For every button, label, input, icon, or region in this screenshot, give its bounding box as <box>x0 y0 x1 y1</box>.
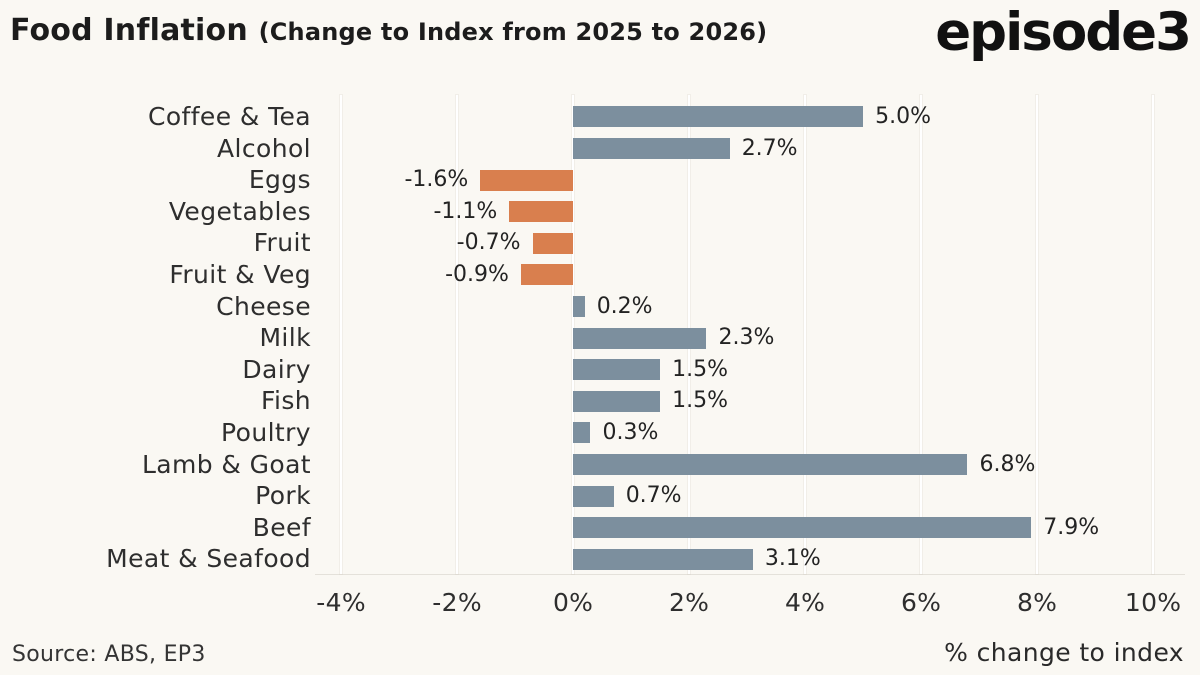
x-tick-label: 4% <box>784 588 826 617</box>
bar-value-label: 7.9% <box>1043 514 1100 540</box>
bar-fruit-veg <box>520 264 574 286</box>
bar-value-label: 5.0% <box>875 104 931 129</box>
chart-title-sub: (Change to Index from 2025 to 2026) <box>258 18 768 46</box>
bar-value-label: 3.1% <box>764 546 821 572</box>
bar-value-label: 0.2% <box>596 293 653 319</box>
bar-beef <box>573 517 1032 539</box>
bar-value-label: 1.5% <box>672 356 728 382</box>
plot-area: 5.0% 2.7% -1.6% -1.1% -0.7% -0.9% 0.2% 2.3% 1.5%… <box>315 95 1185 575</box>
bar-cheese <box>573 295 585 317</box>
bar-value-label: 2.3% <box>718 325 775 351</box>
x-tick-label: 0% <box>552 588 594 617</box>
bar-value-label: 0.3% <box>602 420 659 445</box>
bar-value-label: 0.7% <box>625 483 682 509</box>
source-note: Source: ABS, EP3 <box>12 642 206 667</box>
category-label: Milk <box>259 323 311 353</box>
category-label: Beef <box>252 512 311 542</box>
category-label: Vegetables <box>168 196 311 226</box>
category-label: Fish <box>261 386 311 416</box>
x-axis-title: % change to index <box>944 638 1184 667</box>
x-tick-label: 10% <box>1124 588 1182 617</box>
bar-poultry <box>573 422 591 444</box>
bar-value-label: -0.7% <box>456 230 521 256</box>
x-tick-label: -4% <box>316 588 366 617</box>
bar-value-label: -1.1% <box>433 198 498 224</box>
bar-value-label: 6.8% <box>979 451 1036 477</box>
category-label: Coffee & Tea <box>147 102 311 131</box>
category-label: Poultry <box>221 417 311 447</box>
bar-alcohol <box>573 137 730 159</box>
gridline <box>1036 95 1039 574</box>
bar-fruit <box>532 232 574 254</box>
gridline <box>804 95 807 574</box>
bar-value-label: 1.5% <box>672 388 728 414</box>
x-tick-label: 2% <box>668 588 710 617</box>
bar-pork <box>573 485 614 507</box>
bar-milk <box>573 327 707 349</box>
category-label: Pork <box>255 481 311 511</box>
category-axis-labels: Coffee & Tea Alcohol Eggs Vegetables Fruit Fr… <box>0 101 311 575</box>
category-label: Eggs <box>248 165 311 195</box>
x-tick-label: 6% <box>900 588 942 617</box>
category-label: Dairy <box>242 354 311 384</box>
x-tick-label: 8% <box>1016 588 1058 617</box>
gridline <box>340 95 343 574</box>
gridline <box>456 95 459 574</box>
bar-value-label: 2.7% <box>741 135 798 161</box>
category-label: Fruit <box>253 228 311 258</box>
bar-coffee-tea <box>573 106 864 128</box>
gridline <box>1152 95 1155 574</box>
bar-value-label: -0.9% <box>445 262 509 287</box>
category-label: Cheese <box>216 291 311 321</box>
bar-fish <box>573 390 661 412</box>
x-tick-label: -2% <box>432 588 482 617</box>
page-title: Food Inflation (Change to Index from 202… <box>10 13 767 48</box>
chart-title-main: Food Inflation <box>10 13 259 48</box>
bar-eggs <box>480 169 574 191</box>
bar-meat-seafood <box>573 548 753 570</box>
episode3-logo: episode3 <box>935 2 1192 63</box>
category-label: Alcohol <box>217 133 311 163</box>
category-label: Lamb & Goat <box>141 449 311 479</box>
bar-value-label: -1.6% <box>404 167 469 193</box>
category-label: Fruit & Veg <box>169 259 311 289</box>
gridline <box>920 95 923 574</box>
category-label: Meat & Seafood <box>106 544 311 574</box>
x-axis-ticks: -4% -2% 0% 2% 4% 6% 8% 10% <box>315 588 1185 620</box>
bar-vegetables <box>509 201 574 223</box>
bar-dairy <box>573 359 661 381</box>
bar-lamb-goat <box>573 453 968 475</box>
